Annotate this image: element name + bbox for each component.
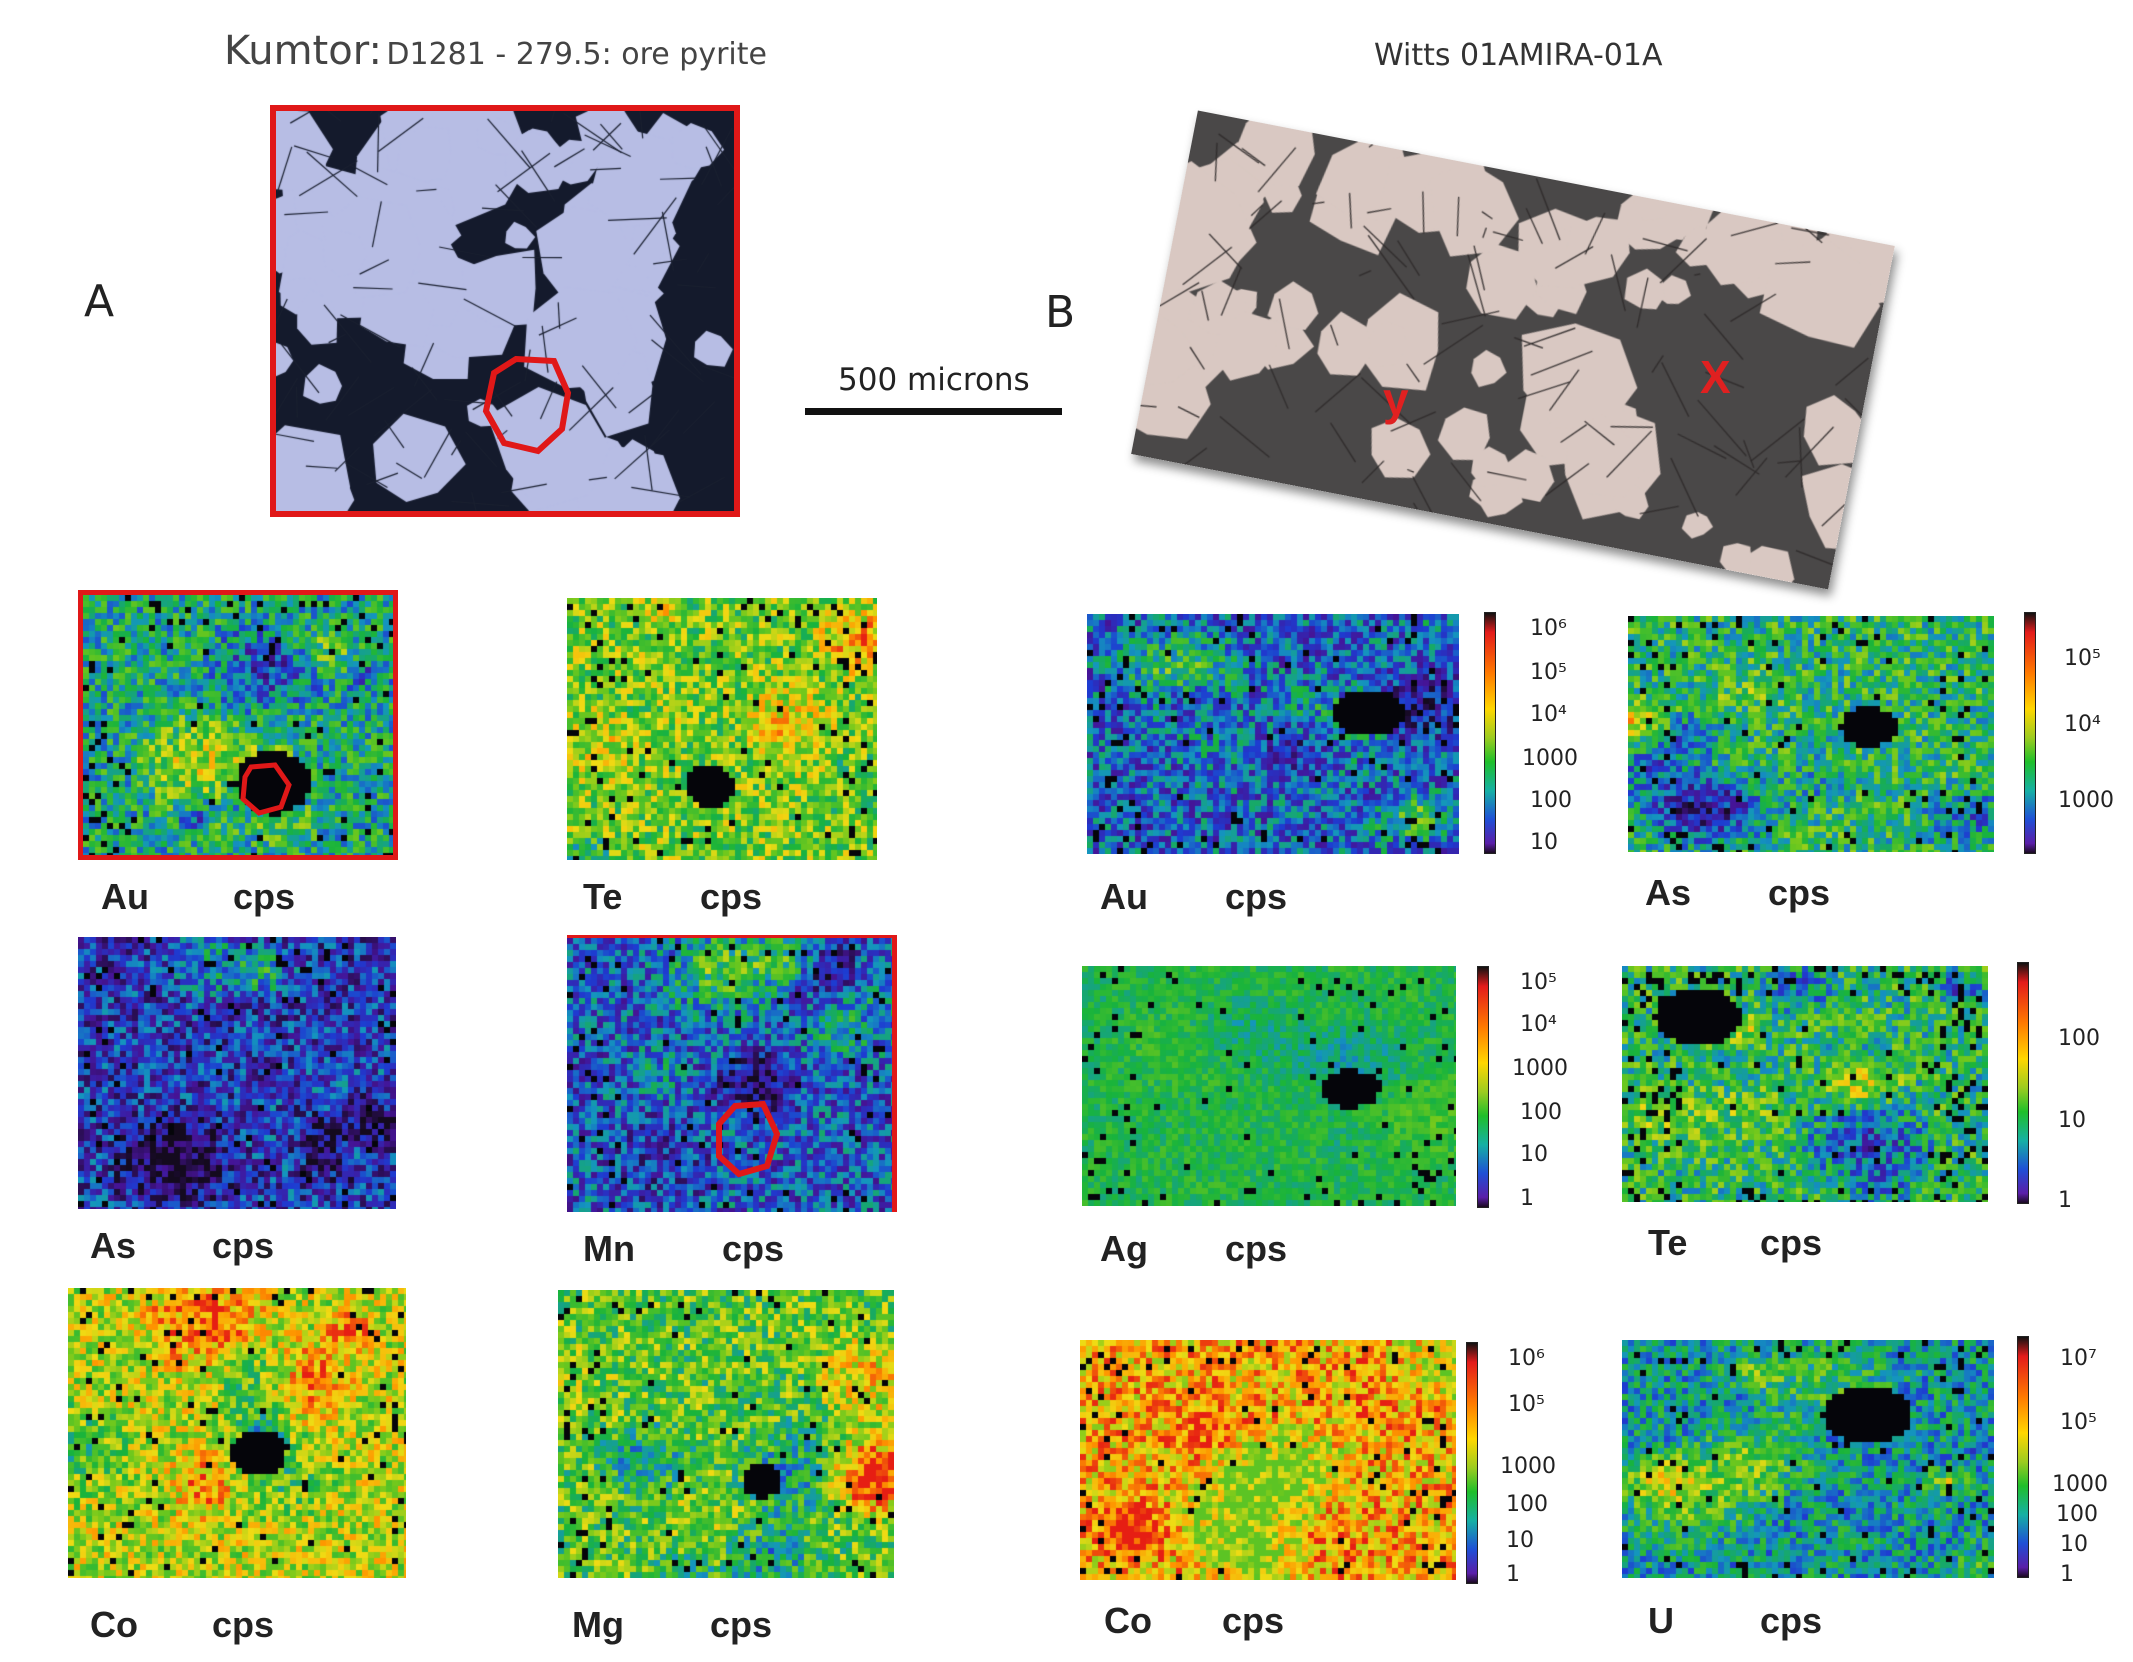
kumtor-title-main: Kumtor: xyxy=(224,28,382,74)
colorbar-witts-co xyxy=(1466,1342,1478,1584)
tick: 10⁴ xyxy=(1530,702,1567,727)
tick: 10⁴ xyxy=(2064,712,2101,737)
scale-bar-label: 500 microns xyxy=(838,362,1030,398)
unit-kumtor-te: cps xyxy=(700,876,763,917)
unit-witts-au: cps xyxy=(1225,876,1288,917)
tick: 10⁵ xyxy=(2064,646,2101,671)
label-witts-ag: Ag xyxy=(1100,1228,1148,1269)
label-witts-u: U xyxy=(1648,1600,1674,1641)
unit-kumtor-mn: cps xyxy=(722,1228,785,1269)
unit-kumtor-as: cps xyxy=(212,1225,275,1266)
tick: 10 xyxy=(1520,1142,1548,1167)
tick: 10 xyxy=(2060,1532,2088,1557)
photo-kumtor-pyrite xyxy=(270,105,740,517)
tick: 100 xyxy=(2058,1026,2100,1051)
tick: 1 xyxy=(1520,1186,1534,1211)
marker-x: X xyxy=(1700,351,1731,403)
tick: 100 xyxy=(1506,1492,1548,1517)
label-kumtor-co: Co xyxy=(90,1604,138,1645)
map-witts-ag xyxy=(1082,966,1456,1206)
tick: 10 xyxy=(1530,830,1558,855)
map-kumtor-te xyxy=(567,598,877,860)
unit-witts-co: cps xyxy=(1222,1600,1285,1641)
label-witts-au: Au xyxy=(1100,876,1148,917)
colorbar-witts-au xyxy=(1484,612,1496,854)
marker-y: y xyxy=(1383,373,1409,425)
unit-witts-as: cps xyxy=(1768,872,1831,913)
map-witts-as xyxy=(1628,616,1994,852)
tick: 10⁷ xyxy=(2060,1346,2097,1371)
unit-witts-ag: cps xyxy=(1225,1228,1288,1269)
colorbar-witts-te xyxy=(2017,962,2029,1204)
label-kumtor-as: As xyxy=(90,1225,137,1266)
map-witts-te xyxy=(1622,966,1988,1202)
tick: 10 xyxy=(1506,1528,1534,1553)
unit-kumtor-co: cps xyxy=(212,1604,275,1645)
label-kumtor-au: Au xyxy=(101,876,149,917)
colorbar-witts-ag xyxy=(1477,966,1489,1208)
tick: 10⁵ xyxy=(2060,1410,2097,1435)
tick: 10⁶ xyxy=(1508,1346,1545,1371)
unit-kumtor-au: cps xyxy=(233,876,296,917)
map-kumtor-mn-outline xyxy=(716,1100,781,1178)
label-witts-co: Co xyxy=(1104,1600,1152,1641)
label-kumtor-te: Te xyxy=(583,876,623,917)
map-kumtor-au xyxy=(78,590,398,860)
tick: 10⁶ xyxy=(1530,616,1567,641)
map-kumtor-as xyxy=(78,937,396,1209)
tick: 100 xyxy=(1520,1100,1562,1125)
unit-witts-te: cps xyxy=(1760,1222,1823,1263)
map-witts-co xyxy=(1080,1340,1456,1580)
tick: 10 xyxy=(2058,1108,2086,1133)
map-kumtor-mn xyxy=(567,935,897,1212)
map-kumtor-au-outline xyxy=(240,762,292,816)
panel-label-b: B xyxy=(1045,287,1076,338)
label-witts-te: Te xyxy=(1648,1222,1688,1263)
label-kumtor-mg: Mg xyxy=(572,1604,624,1645)
tick: 10⁵ xyxy=(1508,1392,1545,1417)
tick: 1 xyxy=(1506,1562,1520,1587)
tick: 10⁵ xyxy=(1520,970,1557,995)
panel-label-a: A xyxy=(84,276,115,327)
unit-witts-u: cps xyxy=(1760,1600,1823,1641)
map-witts-u xyxy=(1622,1340,1994,1578)
kumtor-title-sub: D1281 - 279.5: ore pyrite xyxy=(386,37,767,72)
colorbar-witts-u xyxy=(2017,1336,2029,1578)
tick: 1000 xyxy=(1522,746,1578,771)
photo-witts-sample xyxy=(1131,110,1895,590)
label-kumtor-mn: Mn xyxy=(583,1228,635,1269)
tick: 100 xyxy=(1530,788,1572,813)
tick: 1000 xyxy=(2058,788,2114,813)
photo-a-outline xyxy=(482,355,572,455)
label-witts-as: As xyxy=(1645,872,1692,913)
tick: 1 xyxy=(2060,1562,2074,1587)
tick: 100 xyxy=(2056,1502,2098,1527)
kumtor-title: Kumtor: D1281 - 279.5: ore pyrite xyxy=(224,28,767,74)
unit-kumtor-mg: cps xyxy=(710,1604,773,1645)
tick: 1 xyxy=(2058,1188,2072,1213)
tick: 1000 xyxy=(1512,1056,1568,1081)
scale-bar xyxy=(805,408,1062,415)
map-kumtor-co xyxy=(68,1288,406,1578)
map-witts-au xyxy=(1087,614,1459,854)
tick: 1000 xyxy=(2052,1472,2108,1497)
witts-title: Witts 01AMIRA-01A xyxy=(1374,38,1663,73)
tick: 10⁴ xyxy=(1520,1012,1557,1037)
colorbar-witts-as xyxy=(2024,612,2036,854)
map-kumtor-mg xyxy=(558,1290,894,1578)
tick: 10⁵ xyxy=(1530,660,1567,685)
tick: 1000 xyxy=(1500,1454,1556,1479)
